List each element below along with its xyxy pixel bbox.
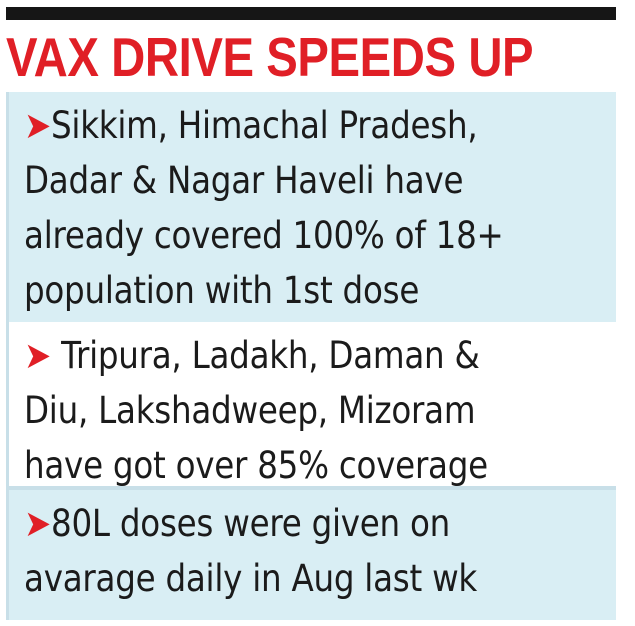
right-arrowhead-icon: ➤ bbox=[24, 104, 52, 147]
top-rule bbox=[6, 7, 616, 20]
bullet-text-3: ➤80L doses were given on avarage daily i… bbox=[24, 496, 605, 606]
bullet-label-2: Tripura, Ladakh, Daman & Diu, Lakshadwee… bbox=[24, 334, 488, 487]
bullet-label-1: Sikkim, Himachal Pradesh, Dadar & Nagar … bbox=[24, 104, 504, 312]
bullet-panel-3: ➤80L doses were given on avarage daily i… bbox=[6, 490, 616, 620]
bullet-text-2: ➤ Tripura, Ladakh, Daman & Diu, Lakshadw… bbox=[24, 328, 605, 493]
bullet-label-3: 80L doses were given on avarage daily in… bbox=[24, 502, 478, 600]
right-arrowhead-icon: ➤ bbox=[24, 334, 52, 377]
left-rule bbox=[6, 92, 9, 620]
bullet-panel-1: ➤Sikkim, Himachal Pradesh, Dadar & Nagar… bbox=[6, 92, 616, 322]
bullet-panel-2: ➤ Tripura, Ladakh, Daman & Diu, Lakshadw… bbox=[6, 322, 616, 490]
right-arrowhead-icon: ➤ bbox=[24, 502, 52, 545]
headline: VAX DRIVE SPEEDS UP bbox=[6, 26, 534, 88]
bullet-text-1: ➤Sikkim, Himachal Pradesh, Dadar & Nagar… bbox=[24, 98, 605, 318]
